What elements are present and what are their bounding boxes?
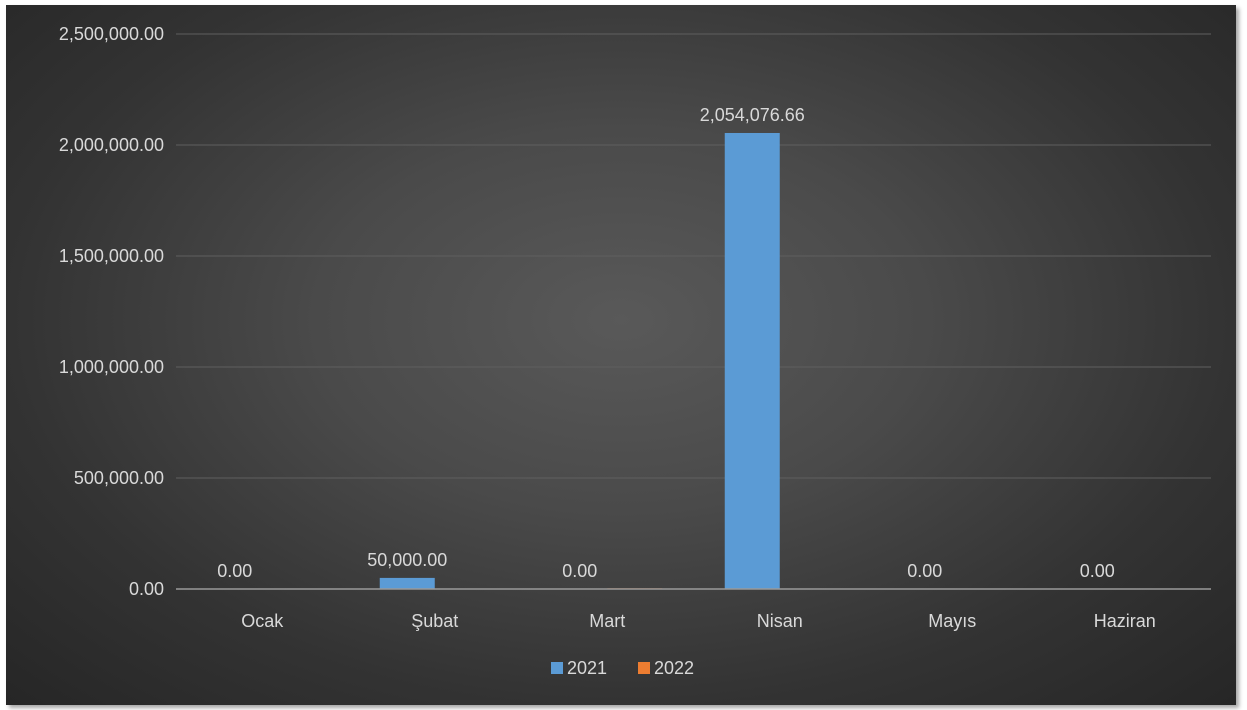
x-tick-label: Nisan (757, 611, 803, 631)
bars (379, 132, 780, 589)
x-tick-label: Şubat (411, 611, 458, 631)
x-tick-label: Mart (589, 611, 625, 631)
legend-swatch-2022 (638, 662, 650, 674)
bar-2021 (379, 577, 435, 589)
x-tick-label: Ocak (241, 611, 284, 631)
data-labels: 0.00 50,000.00 0.00 2,054,076.66 0.00 0.00 (217, 105, 1115, 581)
y-tick-label: 1,000,000.00 (59, 357, 164, 377)
bar-chart: 0.00 500,000.00 1,000,000.00 1,500,000.00 2,… (59, 24, 1211, 678)
data-label: 0.00 (217, 561, 252, 581)
y-axis-ticks: 0.00 500,000.00 1,000,000.00 1,500,000.00 2,… (59, 24, 164, 599)
legend: 2021 2022 (551, 658, 694, 678)
y-tick-label: 500,000.00 (74, 468, 164, 488)
y-tick-label: 2,500,000.00 (59, 24, 164, 44)
chart-area: 0.00 500,000.00 1,000,000.00 1,500,000.00 2,… (6, 5, 1236, 705)
legend-label-2021: 2021 (567, 658, 607, 678)
gridlines (176, 33, 1211, 479)
legend-label-2022: 2022 (654, 658, 694, 678)
data-label: 0.00 (1080, 561, 1115, 581)
bar-2021 (724, 132, 780, 589)
legend-swatch-2021 (551, 662, 563, 674)
data-label: 0.00 (907, 561, 942, 581)
data-label: 2,054,076.66 (700, 105, 805, 125)
x-tick-label: Haziran (1094, 611, 1156, 631)
x-tick-label: Mayıs (928, 611, 976, 631)
y-tick-label: 1,500,000.00 (59, 246, 164, 266)
data-label: 50,000.00 (367, 550, 447, 570)
y-tick-label: 2,000,000.00 (59, 135, 164, 155)
y-tick-label: 0.00 (129, 579, 164, 599)
x-axis-ticks: Ocak Şubat Mart Nisan Mayıs Haziran (241, 611, 1156, 631)
data-label: 0.00 (562, 561, 597, 581)
